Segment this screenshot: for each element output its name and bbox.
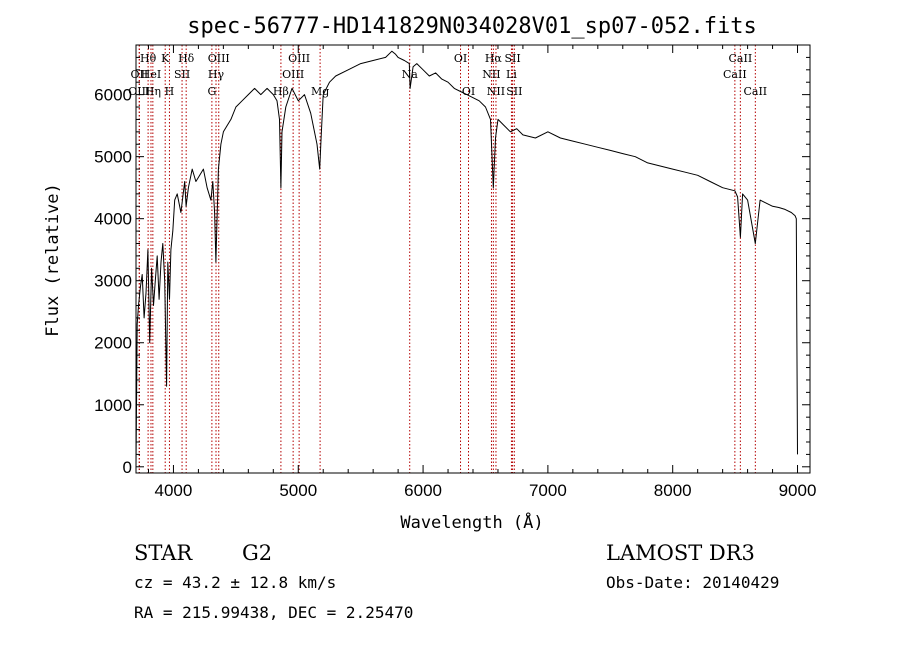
- spectral-line-label: Mg: [311, 85, 329, 98]
- spectral-line-label: Hγ: [208, 68, 225, 81]
- spectral-line-label: K: [161, 52, 170, 65]
- redshift-info: cz = 43.2 ± 12.8 km/s: [134, 573, 336, 592]
- chart-title: spec-56777-HD141829N034028V01_sp07-052.f…: [187, 14, 757, 39]
- spectral-line-label: OI: [462, 85, 475, 98]
- spectral-line-label: OIII: [288, 52, 310, 65]
- spectral-line-label: SII: [506, 85, 522, 98]
- spectral-line-label: HeI: [141, 68, 161, 81]
- y-axis-ticks: 0 1000 2000 3000 4000 5000 6000: [94, 56, 810, 477]
- x-tick-label: 5000: [279, 481, 317, 500]
- object-subclass: G2: [242, 541, 272, 565]
- spectral-line-label: OIII: [282, 68, 304, 81]
- spectral-line-label: OIII: [208, 52, 230, 65]
- y-tick-label: 6000: [94, 86, 132, 105]
- x-tick-label: 4000: [155, 481, 193, 500]
- spectral-line-label: CaII: [723, 68, 747, 81]
- spectral-line-label: OI: [454, 52, 467, 65]
- spectral-line-markers: [138, 45, 756, 473]
- x-tick-label: 7000: [529, 481, 567, 500]
- y-tick-label: 4000: [94, 210, 132, 229]
- spectral-line-label: OII: [131, 68, 149, 81]
- spectral-line-label: NII: [482, 68, 500, 81]
- spectrum-series-line: [135, 50, 798, 467]
- spectral-line-label: OIII: [128, 85, 150, 98]
- spectral-line-label: H: [165, 85, 175, 98]
- x-tick-label: 6000: [404, 481, 442, 500]
- spectral-line-label: G: [207, 85, 216, 98]
- x-tick-label: 8000: [654, 481, 692, 500]
- coordinates-info: RA = 215.99438, DEC = 2.25470: [134, 603, 413, 622]
- spectral-line-label: SII: [174, 68, 190, 81]
- spectral-line-labels: Hθ OII OIII HeI Hη K SII H Hδ OIII Hγ G Hβ OIII OIII Mg…: [128, 52, 767, 98]
- y-tick-label: 1000: [94, 396, 132, 415]
- observation-date: Obs-Date: 20140429: [606, 573, 779, 592]
- spectral-line-label: Hβ: [273, 85, 289, 98]
- x-axis-ticks: 4000 5000 6000 7000 8000 9000: [147, 45, 817, 500]
- spectral-line-label: Hα: [485, 52, 503, 65]
- y-axis-label: Flux (relative): [43, 183, 63, 337]
- spectral-line-label: CaII: [743, 85, 767, 98]
- plot-frame: [135, 44, 811, 474]
- spectral-line-label: NII: [487, 85, 505, 98]
- y-tick-label: 0: [123, 458, 132, 477]
- y-tick-label: 5000: [94, 148, 132, 167]
- spectral-line-label: Hθ: [140, 52, 157, 65]
- spectral-line-label: Hη: [145, 85, 161, 98]
- object-class: STAR: [134, 541, 193, 565]
- x-axis-label: Wavelength (Å): [400, 511, 543, 533]
- y-tick-label: 3000: [94, 272, 132, 291]
- x-tick-label: 9000: [779, 481, 817, 500]
- y-tick-label: 2000: [94, 334, 132, 353]
- survey-name: LAMOST DR3: [606, 541, 755, 565]
- spectrum-series-layer: [135, 50, 798, 467]
- spectral-line-label: Hδ: [178, 52, 195, 65]
- spectral-line-label: SII: [504, 52, 520, 65]
- spectral-line-label: CaII: [729, 52, 753, 65]
- spectral-line-label: Li: [506, 68, 517, 81]
